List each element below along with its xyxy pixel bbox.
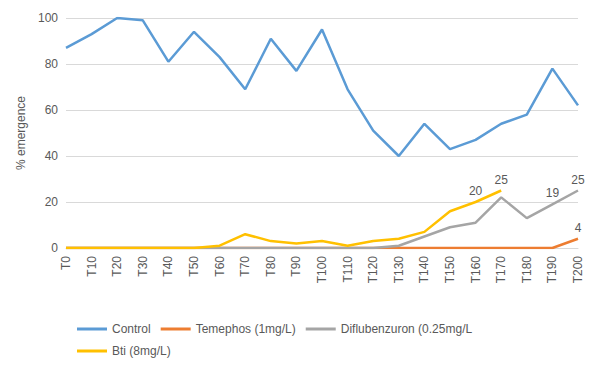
svg-text:100: 100 [38,11,58,25]
svg-text:T90: T90 [289,256,303,277]
svg-text:T70: T70 [238,256,252,277]
svg-text:T140: T140 [417,256,431,284]
svg-text:80: 80 [45,57,59,71]
svg-text:T20: T20 [110,256,124,277]
svg-text:T30: T30 [136,256,150,277]
svg-text:T50: T50 [187,256,201,277]
svg-text:20: 20 [45,195,59,209]
svg-text:25: 25 [495,173,509,187]
svg-text:T60: T60 [213,256,227,277]
svg-text:T160: T160 [469,256,483,284]
svg-text:20: 20 [469,184,483,198]
svg-text:T190: T190 [545,256,559,284]
svg-text:T170: T170 [494,256,508,284]
svg-text:19: 19 [546,186,560,200]
svg-text:60: 60 [45,103,59,117]
svg-text:T200: T200 [571,256,585,284]
svg-text:25: 25 [571,173,585,187]
svg-text:Control: Control [112,322,151,336]
svg-text:40: 40 [45,149,59,163]
svg-text:Bti (8mg/L): Bti (8mg/L) [112,344,171,358]
svg-text:T10: T10 [85,256,99,277]
svg-text:T80: T80 [264,256,278,277]
svg-text:T120: T120 [366,256,380,284]
svg-text:4: 4 [575,221,582,235]
svg-text:0: 0 [51,241,58,255]
svg-text:T0: T0 [59,256,73,270]
svg-text:T100: T100 [315,256,329,284]
svg-text:Diflubenzuron (0.25mg/L: Diflubenzuron (0.25mg/L [341,322,473,336]
svg-text:T40: T40 [161,256,175,277]
svg-text:T110: T110 [341,256,355,283]
svg-text:T180: T180 [520,256,534,284]
svg-text:T150: T150 [443,256,457,284]
svg-text:T130: T130 [392,256,406,284]
svg-text:Temephos (1mg/L): Temephos (1mg/L) [196,322,296,336]
svg-text:% emergence: % emergence [14,96,28,170]
